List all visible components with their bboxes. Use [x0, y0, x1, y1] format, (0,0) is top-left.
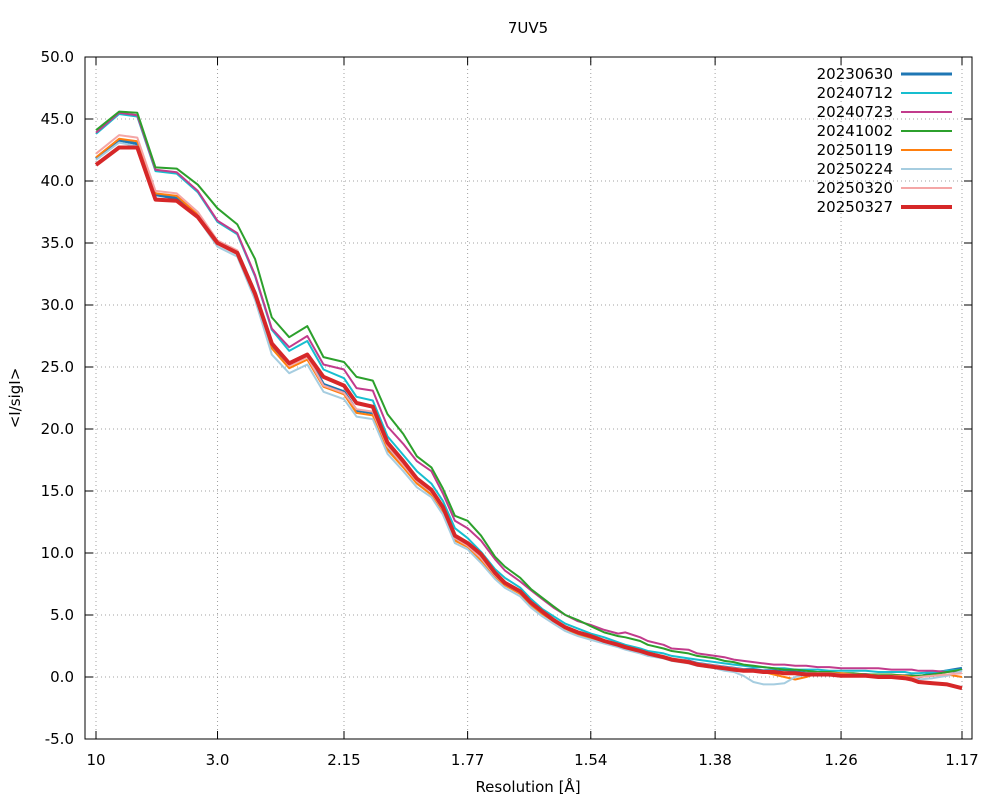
y-tick-label: 5.0: [50, 606, 74, 624]
y-tick-label: 35.0: [41, 234, 74, 252]
x-tick-label: 2.15: [327, 751, 360, 769]
y-tick-label: 10.0: [41, 544, 74, 562]
legend-label-20250119: 20250119: [817, 141, 893, 159]
legend-label-20241002: 20241002: [817, 122, 893, 140]
y-tick-labels: -5.0 0.0 5.0 10.0 15.0 20.0 25.0 30.0 35.0 40.0 45…: [41, 48, 74, 748]
y-tick-label: 0.0: [50, 668, 74, 686]
y-tick-label: 20.0: [41, 420, 74, 438]
legend-label-20250327: 20250327: [817, 198, 893, 216]
series-line-20250327: [94, 145, 963, 691]
series-line-20240723: [95, 111, 963, 673]
legend-label-20250224: 20250224: [817, 160, 893, 178]
y-tick-label: -5.0: [45, 730, 74, 748]
x-tick-label: 3.0: [206, 751, 230, 769]
y-tick-label: 15.0: [41, 482, 74, 500]
legend-label-20250320: 20250320: [817, 179, 893, 197]
x-tick-label: 1.54: [574, 751, 607, 769]
x-axis-label: Resolution [Å]: [475, 777, 580, 796]
legend-label-20240712: 20240712: [817, 84, 893, 102]
x-tick-label: 10: [86, 751, 105, 769]
series-layer: [94, 110, 963, 691]
y-tick-label: 30.0: [41, 296, 74, 314]
legend-label-20240723: 20240723: [817, 103, 893, 121]
x-tick-label: 1.38: [698, 751, 731, 769]
series-line-20240712: [95, 113, 963, 675]
y-tick-label: 40.0: [41, 172, 74, 190]
y-tick-label: 25.0: [41, 358, 74, 376]
plot-frame: [84, 56, 973, 740]
ticks: [85, 56, 972, 740]
y-axis-label: <I/sigI>: [6, 368, 24, 429]
x-tick-label: 1.26: [824, 751, 857, 769]
y-tick-label: 45.0: [41, 110, 74, 128]
x-tick-labels: 10 3.0 2.15 1.77 1.54 1.38 1.26 1.17: [86, 751, 978, 769]
x-tick-label: 1.77: [451, 751, 484, 769]
chart-title: 7UV5: [508, 19, 548, 37]
legend: 2023063020240712202407232024100220250119…: [817, 65, 952, 216]
legend-label-20230630: 20230630: [817, 65, 893, 83]
y-tick-label: 50.0: [41, 48, 74, 66]
x-tick-label: 1.17: [945, 751, 978, 769]
